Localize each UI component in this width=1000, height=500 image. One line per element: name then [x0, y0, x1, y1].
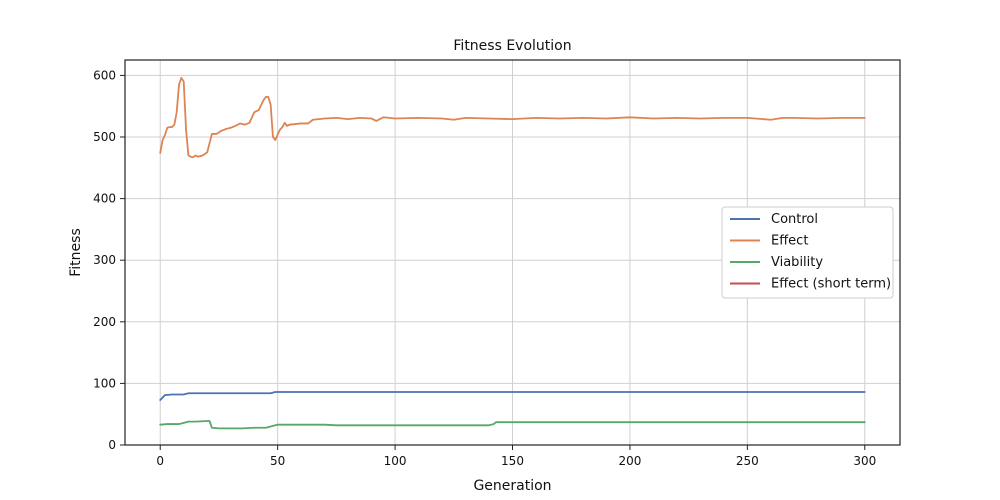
x-tick-label: 200 [618, 454, 641, 468]
y-tick-label: 200 [93, 315, 116, 329]
x-tick-label: 50 [270, 454, 285, 468]
legend-label-effect: Effect [771, 234, 808, 249]
x-tick-label: 250 [736, 454, 759, 468]
x-axis: 0 50 100 150 200 250 300 [156, 445, 876, 468]
legend-box [721, 206, 894, 299]
legend: Control Effect Viability Effect (short t… [721, 206, 894, 299]
y-tick-label: 300 [93, 253, 116, 267]
series-layer [159, 76, 866, 430]
y-tick-label: 100 [93, 376, 116, 390]
y-tick-label: 0 [108, 438, 116, 452]
legend-label-control: Control [771, 212, 818, 227]
y-tick-label: 400 [93, 192, 116, 206]
x-tick-label: 150 [501, 454, 524, 468]
chart-title: Fitness Evolution [453, 38, 571, 54]
x-tick-label: 100 [384, 454, 407, 468]
series-line-control [159, 391, 866, 401]
legend-label-viability: Viability [771, 255, 823, 270]
series-line-effect [159, 76, 866, 159]
y-tick-label: 500 [93, 130, 116, 144]
x-tick-label: 0 [156, 454, 164, 468]
y-tick-label: 600 [93, 68, 116, 82]
series-line-viability [159, 420, 866, 430]
x-axis-label: Generation [473, 478, 551, 494]
y-axis: 0 100 200 300 400 500 600 [93, 68, 125, 452]
legend-label-effect-short-term: Effect (short term) [771, 277, 891, 292]
x-tick-label: 300 [853, 454, 876, 468]
y-axis-label: Fitness [68, 228, 84, 277]
